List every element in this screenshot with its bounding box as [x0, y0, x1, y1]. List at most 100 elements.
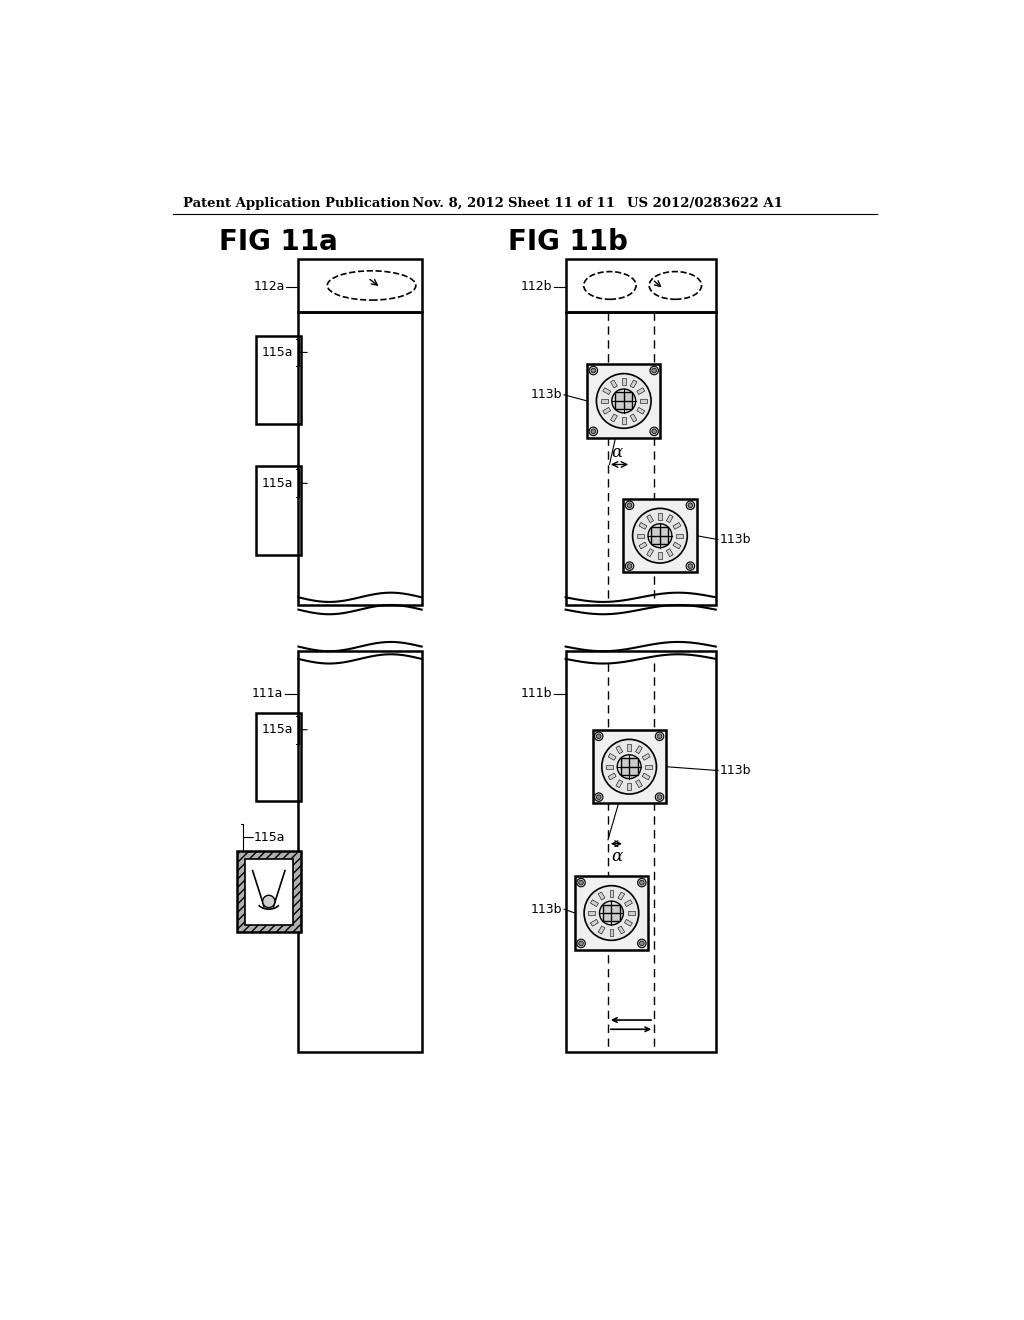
Bar [245, 859, 293, 924]
Circle shape [650, 428, 658, 436]
Bar [608, 754, 616, 760]
Bar [645, 764, 652, 768]
Text: 115a: 115a [261, 723, 293, 737]
Text: 113b: 113b [720, 764, 752, 777]
Circle shape [596, 374, 651, 428]
Bar [622, 417, 626, 424]
Text: FIG 11a: FIG 11a [219, 227, 338, 256]
Bar [642, 754, 650, 760]
Bar [609, 929, 613, 936]
Text: 112a: 112a [253, 280, 285, 293]
Circle shape [657, 795, 662, 800]
Text: 113b: 113b [530, 903, 562, 916]
Bar [606, 764, 613, 768]
Circle shape [626, 562, 634, 570]
Circle shape [591, 429, 596, 434]
Bar [603, 388, 610, 395]
Bar [591, 920, 598, 927]
Circle shape [640, 941, 644, 945]
Circle shape [577, 878, 586, 887]
Circle shape [638, 940, 646, 948]
Text: 115a: 115a [261, 346, 293, 359]
Bar [298, 651, 422, 1052]
Text: Sheet 11 of 11: Sheet 11 of 11 [508, 197, 614, 210]
Circle shape [650, 367, 658, 375]
Circle shape [591, 368, 596, 372]
Bar [617, 927, 625, 935]
Text: FIG 11b: FIG 11b [508, 227, 628, 256]
Circle shape [688, 564, 692, 569]
Circle shape [686, 502, 694, 510]
Bar [610, 380, 617, 388]
Bar [256, 466, 301, 554]
Bar [615, 392, 632, 409]
Circle shape [589, 367, 598, 375]
Text: 111a: 111a [252, 686, 283, 700]
Bar [625, 920, 633, 927]
Circle shape [617, 755, 641, 779]
Bar [591, 900, 598, 907]
Text: US 2012/0283622 A1: US 2012/0283622 A1 [628, 197, 783, 210]
Bar [647, 549, 653, 557]
Text: Nov. 8, 2012: Nov. 8, 2012 [412, 197, 504, 210]
Bar [256, 713, 301, 801]
Bar [624, 499, 696, 573]
Bar [639, 543, 647, 549]
Circle shape [688, 503, 692, 508]
Bar [640, 399, 647, 403]
Bar [617, 892, 625, 900]
Bar [637, 408, 645, 414]
Bar [608, 774, 616, 780]
Bar [237, 851, 301, 932]
Bar [593, 730, 666, 804]
Bar [673, 543, 681, 549]
Circle shape [602, 739, 656, 795]
Bar [637, 388, 645, 395]
Circle shape [638, 878, 646, 887]
Bar [667, 549, 673, 557]
Circle shape [596, 734, 601, 739]
Bar [615, 746, 623, 754]
Bar [676, 533, 683, 537]
Bar [298, 313, 422, 605]
Circle shape [648, 524, 672, 548]
Bar [565, 259, 716, 313]
Text: 115a: 115a [253, 832, 285, 843]
Circle shape [657, 734, 662, 739]
Bar [598, 892, 605, 900]
Circle shape [262, 895, 274, 908]
Text: α: α [611, 445, 623, 462]
Circle shape [579, 880, 584, 884]
Circle shape [595, 793, 603, 801]
Bar [598, 927, 605, 935]
Bar [651, 527, 669, 544]
Circle shape [686, 562, 694, 570]
Bar [621, 758, 638, 775]
Circle shape [626, 502, 634, 510]
Bar [622, 378, 626, 385]
Bar [610, 414, 617, 422]
Text: Patent Application Publication: Patent Application Publication [183, 197, 410, 210]
Bar [628, 911, 635, 915]
Circle shape [655, 793, 664, 801]
Bar [601, 399, 607, 403]
Circle shape [577, 940, 586, 948]
Text: 112b: 112b [521, 280, 553, 293]
Bar [636, 780, 642, 788]
Circle shape [655, 733, 664, 741]
Bar [630, 380, 637, 388]
Circle shape [640, 880, 644, 884]
Bar [565, 313, 716, 605]
Circle shape [596, 795, 601, 800]
Text: 113b: 113b [720, 533, 752, 546]
Circle shape [589, 428, 598, 436]
Bar [628, 743, 631, 751]
Bar [642, 774, 650, 780]
Bar [298, 259, 422, 313]
Bar [628, 783, 631, 789]
Text: α: α [611, 849, 623, 866]
Bar [636, 746, 642, 754]
Bar [615, 780, 623, 788]
Circle shape [579, 941, 584, 945]
Circle shape [611, 389, 636, 413]
